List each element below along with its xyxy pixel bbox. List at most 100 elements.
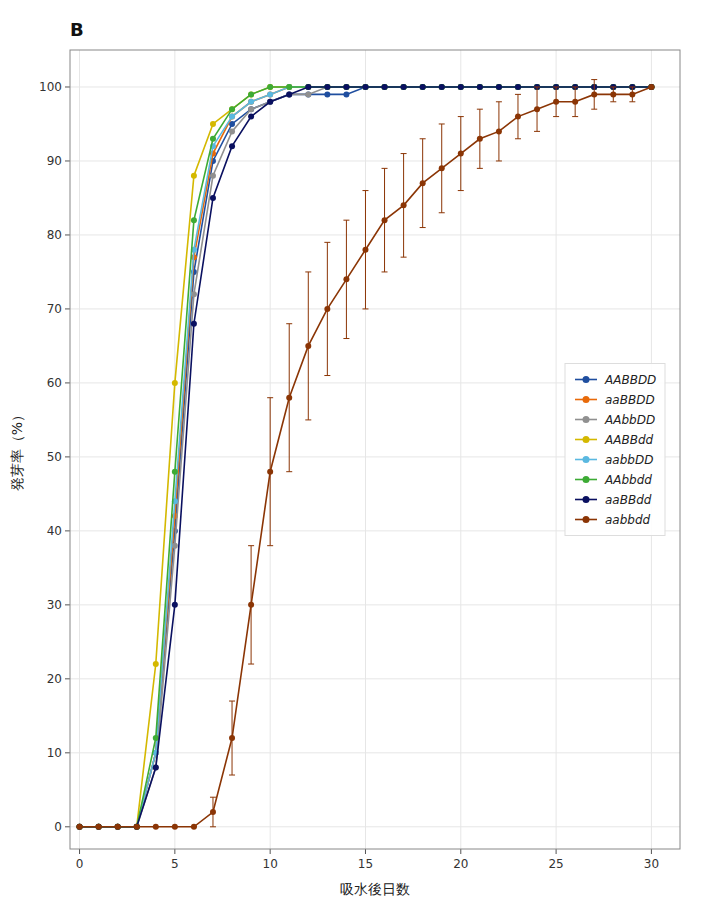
legend-label: aaBBDD: [605, 393, 655, 407]
series-point: [229, 106, 235, 112]
series-point: [77, 824, 83, 830]
x-grid-line: [556, 50, 557, 849]
error-bar: [420, 139, 426, 228]
y-axis-label: 発芽率（%）: [9, 408, 25, 491]
series-point: [362, 84, 368, 90]
series-point: [362, 84, 368, 90]
legend-label: AABBdd: [604, 433, 654, 447]
y-tick: [65, 530, 70, 531]
x-grid-line: [460, 50, 461, 849]
series-point: [286, 84, 292, 90]
series-point: [458, 84, 464, 90]
error-bar-cap: [286, 323, 292, 324]
series-point: [286, 84, 292, 90]
series-point: [382, 84, 388, 90]
error-bar-cap: [305, 271, 311, 272]
series-point: [248, 99, 254, 105]
y-tick: [65, 604, 70, 605]
error-bar-cap: [553, 116, 559, 117]
series-point: [77, 824, 83, 830]
x-tick: [79, 849, 80, 854]
series-point: [191, 173, 197, 179]
series-point: [172, 469, 178, 475]
series-point: [477, 84, 483, 90]
y-tick: [65, 456, 70, 457]
error-bar-cap: [343, 338, 349, 339]
error-bar-cap: [401, 257, 407, 258]
grid: [70, 50, 680, 849]
series-point: [172, 543, 178, 549]
series-point: [134, 824, 140, 830]
series-point: [324, 306, 330, 312]
y-tick-label: 50: [47, 450, 62, 464]
series-point: [477, 84, 483, 90]
y-tick-label: 80: [47, 228, 62, 242]
error-bar-cap: [534, 131, 540, 132]
x-tick: [651, 849, 652, 854]
series-point: [477, 84, 483, 90]
series-point: [267, 91, 273, 97]
series-point: [210, 136, 216, 142]
error-bar-cap: [629, 101, 635, 102]
series-point: [534, 106, 540, 112]
series-point: [382, 84, 388, 90]
y-grid-line: [70, 752, 680, 753]
series-point: [458, 84, 464, 90]
series-point: [343, 276, 349, 282]
series-point: [382, 217, 388, 223]
series-point: [496, 84, 502, 90]
series-point: [305, 343, 311, 349]
series-point: [210, 195, 216, 201]
error-bar-cap: [267, 397, 273, 398]
series-point: [648, 84, 654, 90]
series-point: [324, 91, 330, 97]
series-point: [229, 114, 235, 120]
x-grid-line: [79, 50, 80, 849]
series-point: [172, 824, 178, 830]
error-bar-cap: [439, 123, 445, 124]
series-point: [324, 84, 330, 90]
series-point: [572, 99, 578, 105]
legend-marker: [583, 516, 590, 523]
y-tick-label: 70: [47, 302, 62, 316]
series-point: [210, 809, 216, 815]
error-bar-cap: [534, 86, 540, 87]
error-bar: [248, 546, 254, 664]
series-point: [229, 735, 235, 741]
series-point: [324, 84, 330, 90]
series-point: [343, 84, 349, 90]
y-tick: [65, 752, 70, 753]
series-point: [77, 824, 83, 830]
series-point: [458, 84, 464, 90]
error-bar-cap: [401, 153, 407, 154]
series-point: [648, 84, 654, 90]
series-point: [496, 84, 502, 90]
error-bar-cap: [496, 101, 502, 102]
x-tick-label: 5: [171, 857, 179, 871]
series-point: [477, 136, 483, 142]
series-point: [229, 114, 235, 120]
legend-label: aaBBdd: [605, 493, 652, 507]
series-point: [420, 84, 426, 90]
series-point: [477, 84, 483, 90]
series-point: [248, 91, 254, 97]
x-tick-label: 15: [358, 857, 373, 871]
y-grid-line: [70, 160, 680, 161]
error-bar-cap: [362, 308, 368, 309]
series-point: [248, 99, 254, 105]
series-point: [439, 84, 445, 90]
error-bar: [267, 398, 273, 546]
error-bar-cap: [439, 212, 445, 213]
error-bar: [229, 701, 235, 775]
error-bar: [401, 154, 407, 258]
series-point: [191, 824, 197, 830]
series-point: [343, 84, 349, 90]
series-point: [343, 84, 349, 90]
error-bar: [324, 242, 330, 375]
series-point: [286, 91, 292, 97]
y-tick-label: 40: [47, 524, 62, 538]
error-bar-cap: [420, 227, 426, 228]
legend-marker: [583, 436, 590, 443]
series-point: [77, 824, 83, 830]
series-point: [496, 84, 502, 90]
